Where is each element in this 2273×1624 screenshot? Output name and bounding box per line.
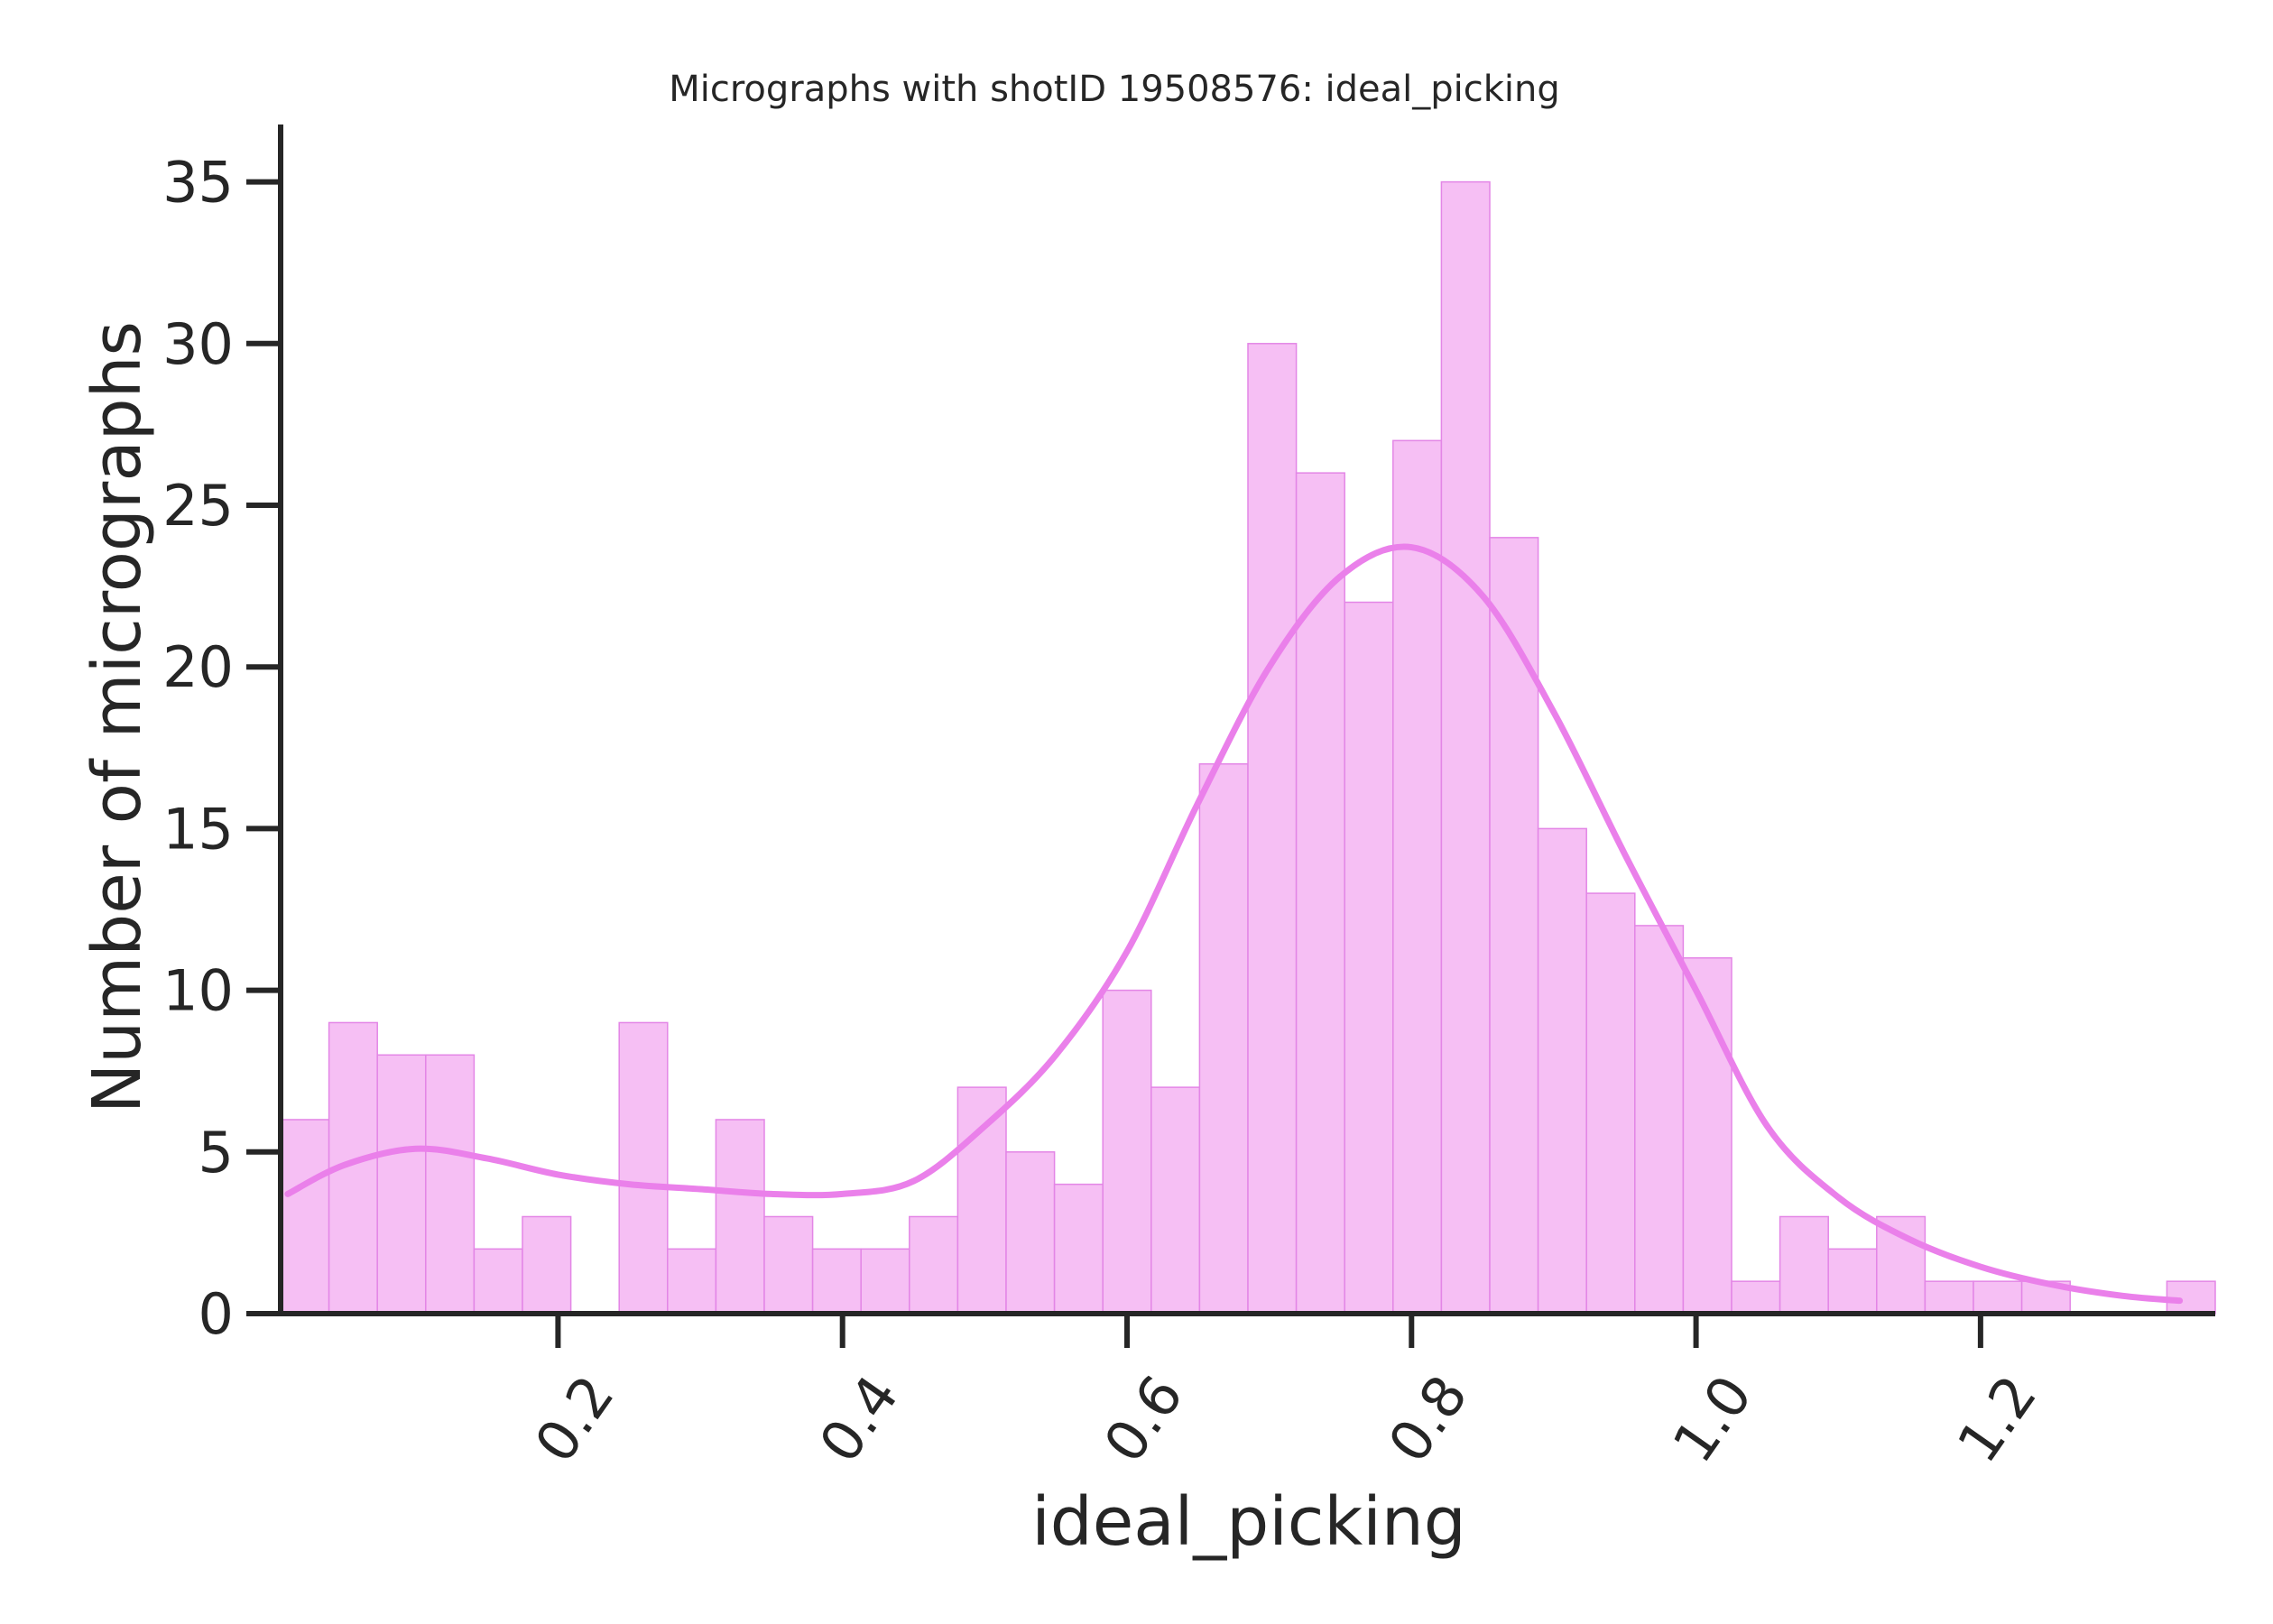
x-tick-label: 0.6 [1091, 1363, 1196, 1474]
y-tick-label: 25 [162, 473, 234, 539]
histogram-bar [1924, 1280, 1974, 1315]
histogram-bar [1150, 1086, 1201, 1315]
histogram-bar [280, 1119, 330, 1315]
histogram-bar [1392, 439, 1443, 1315]
histogram-bar [425, 1054, 476, 1315]
histogram-bar [1827, 1248, 1878, 1315]
y-tick-label: 20 [162, 634, 234, 700]
y-axis-label: Number of micrographs [79, 321, 156, 1113]
histogram-bar [1053, 1183, 1104, 1315]
histogram-bar [473, 1248, 523, 1315]
histogram-bar [1005, 1151, 1056, 1315]
x-tick-label: 0.2 [522, 1363, 626, 1474]
x-tick-label: 0.4 [807, 1363, 911, 1474]
y-tick-label: 10 [162, 958, 234, 1024]
histogram-bar [1440, 180, 1491, 1315]
histogram-bar [1876, 1215, 1927, 1315]
histogram-bar [1634, 925, 1685, 1315]
histogram-bar [1344, 601, 1394, 1315]
histogram-bar [909, 1215, 959, 1315]
histogram-bar [1489, 537, 1539, 1315]
histogram-bar [618, 1021, 669, 1315]
histogram-bar [1585, 892, 1636, 1315]
y-tick-label: 35 [162, 150, 234, 216]
kde-curve [284, 543, 2184, 1305]
y-tick-label: 30 [162, 311, 234, 377]
y-tick-label: 15 [162, 796, 234, 862]
histogram-bar [522, 1215, 572, 1315]
histogram-bar [1102, 989, 1152, 1315]
histogram-bar [1731, 1280, 1781, 1315]
y-tick-label: 5 [199, 1120, 234, 1186]
histogram-bar [811, 1248, 862, 1315]
histogram-bar [956, 1086, 1007, 1315]
x-tick-label: 1.2 [1945, 1363, 2049, 1474]
histogram-bar [376, 1054, 427, 1315]
histogram-bar [1247, 343, 1298, 1315]
histogram-bars [280, 180, 2216, 1315]
histogram-bar [715, 1119, 765, 1315]
histogram-bar [1198, 762, 1249, 1315]
histogram-bar [1537, 827, 1587, 1315]
y-tick-label: 0 [199, 1281, 234, 1347]
x-axis-label: ideal_picking [1031, 1483, 1465, 1561]
x-tick-label: 0.8 [1375, 1363, 1480, 1474]
histogram-bar [667, 1248, 717, 1315]
histogram-bar [763, 1215, 814, 1315]
x-tick-label: 1.0 [1660, 1363, 1765, 1474]
histogram-bar [1779, 1215, 1829, 1315]
chart-title: Micrographs with shotID 19508576: ideal_… [669, 69, 1560, 110]
histogram-bar [1973, 1280, 2023, 1315]
histogram-bar [860, 1248, 910, 1315]
